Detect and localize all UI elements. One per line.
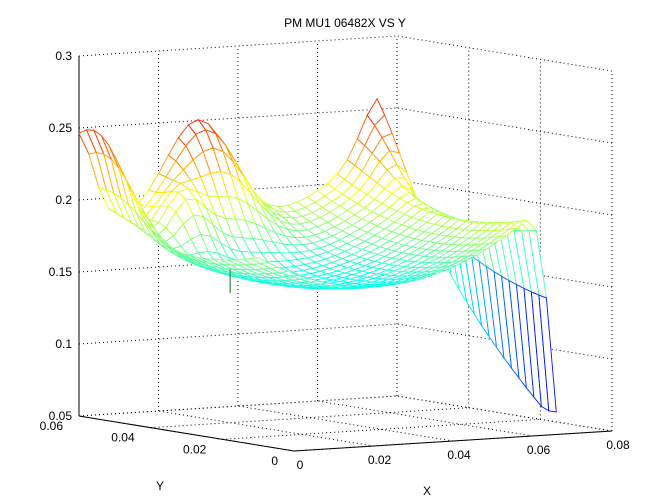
y-tick-label: 0.06	[40, 419, 64, 433]
z-tick-label: 0.05	[49, 409, 73, 423]
side-wall-grid-line	[396, 35, 613, 72]
y-axis-line	[78, 415, 295, 452]
floor-grid-line	[317, 400, 533, 437]
x-axis-label: X	[423, 484, 431, 498]
x-tick-label: 0.08	[606, 438, 630, 452]
x-axis-line	[293, 430, 613, 452]
chart-title: PM MU1 06482X VS Y	[284, 16, 406, 30]
floor-grid-line	[158, 410, 374, 447]
x-tick-label: 0	[297, 458, 304, 472]
side-wall-grid-line	[396, 107, 613, 144]
x-tick-label: 0.04	[447, 448, 471, 462]
z-tick-label: 0.2	[55, 193, 72, 207]
surface-cell	[538, 294, 557, 413]
side-wall-grid-line	[396, 395, 613, 432]
x-tick-label: 0.06	[527, 443, 551, 457]
floor-grid-line	[237, 405, 454, 442]
y-axis-label: Y	[156, 479, 164, 493]
z-tick-label: 0.15	[49, 265, 73, 279]
y-tick-label: 0.04	[111, 431, 135, 445]
side-wall-grid-line	[396, 179, 613, 216]
z-tick-label: 0.3	[55, 49, 72, 63]
surface-mesh	[78, 97, 557, 413]
z-tick-label: 0.25	[49, 121, 73, 135]
x-tick-label: 0.02	[368, 453, 392, 467]
floor-grid-line	[150, 407, 469, 429]
y-tick-label: 0	[271, 454, 278, 468]
y-tick-label: 0.02	[183, 442, 207, 456]
z-tick-label: 0.1	[55, 337, 72, 351]
tick-labels: 0 0.02 0.04 0.06 0.0800.020.040.060.050.10.1…	[40, 49, 630, 472]
